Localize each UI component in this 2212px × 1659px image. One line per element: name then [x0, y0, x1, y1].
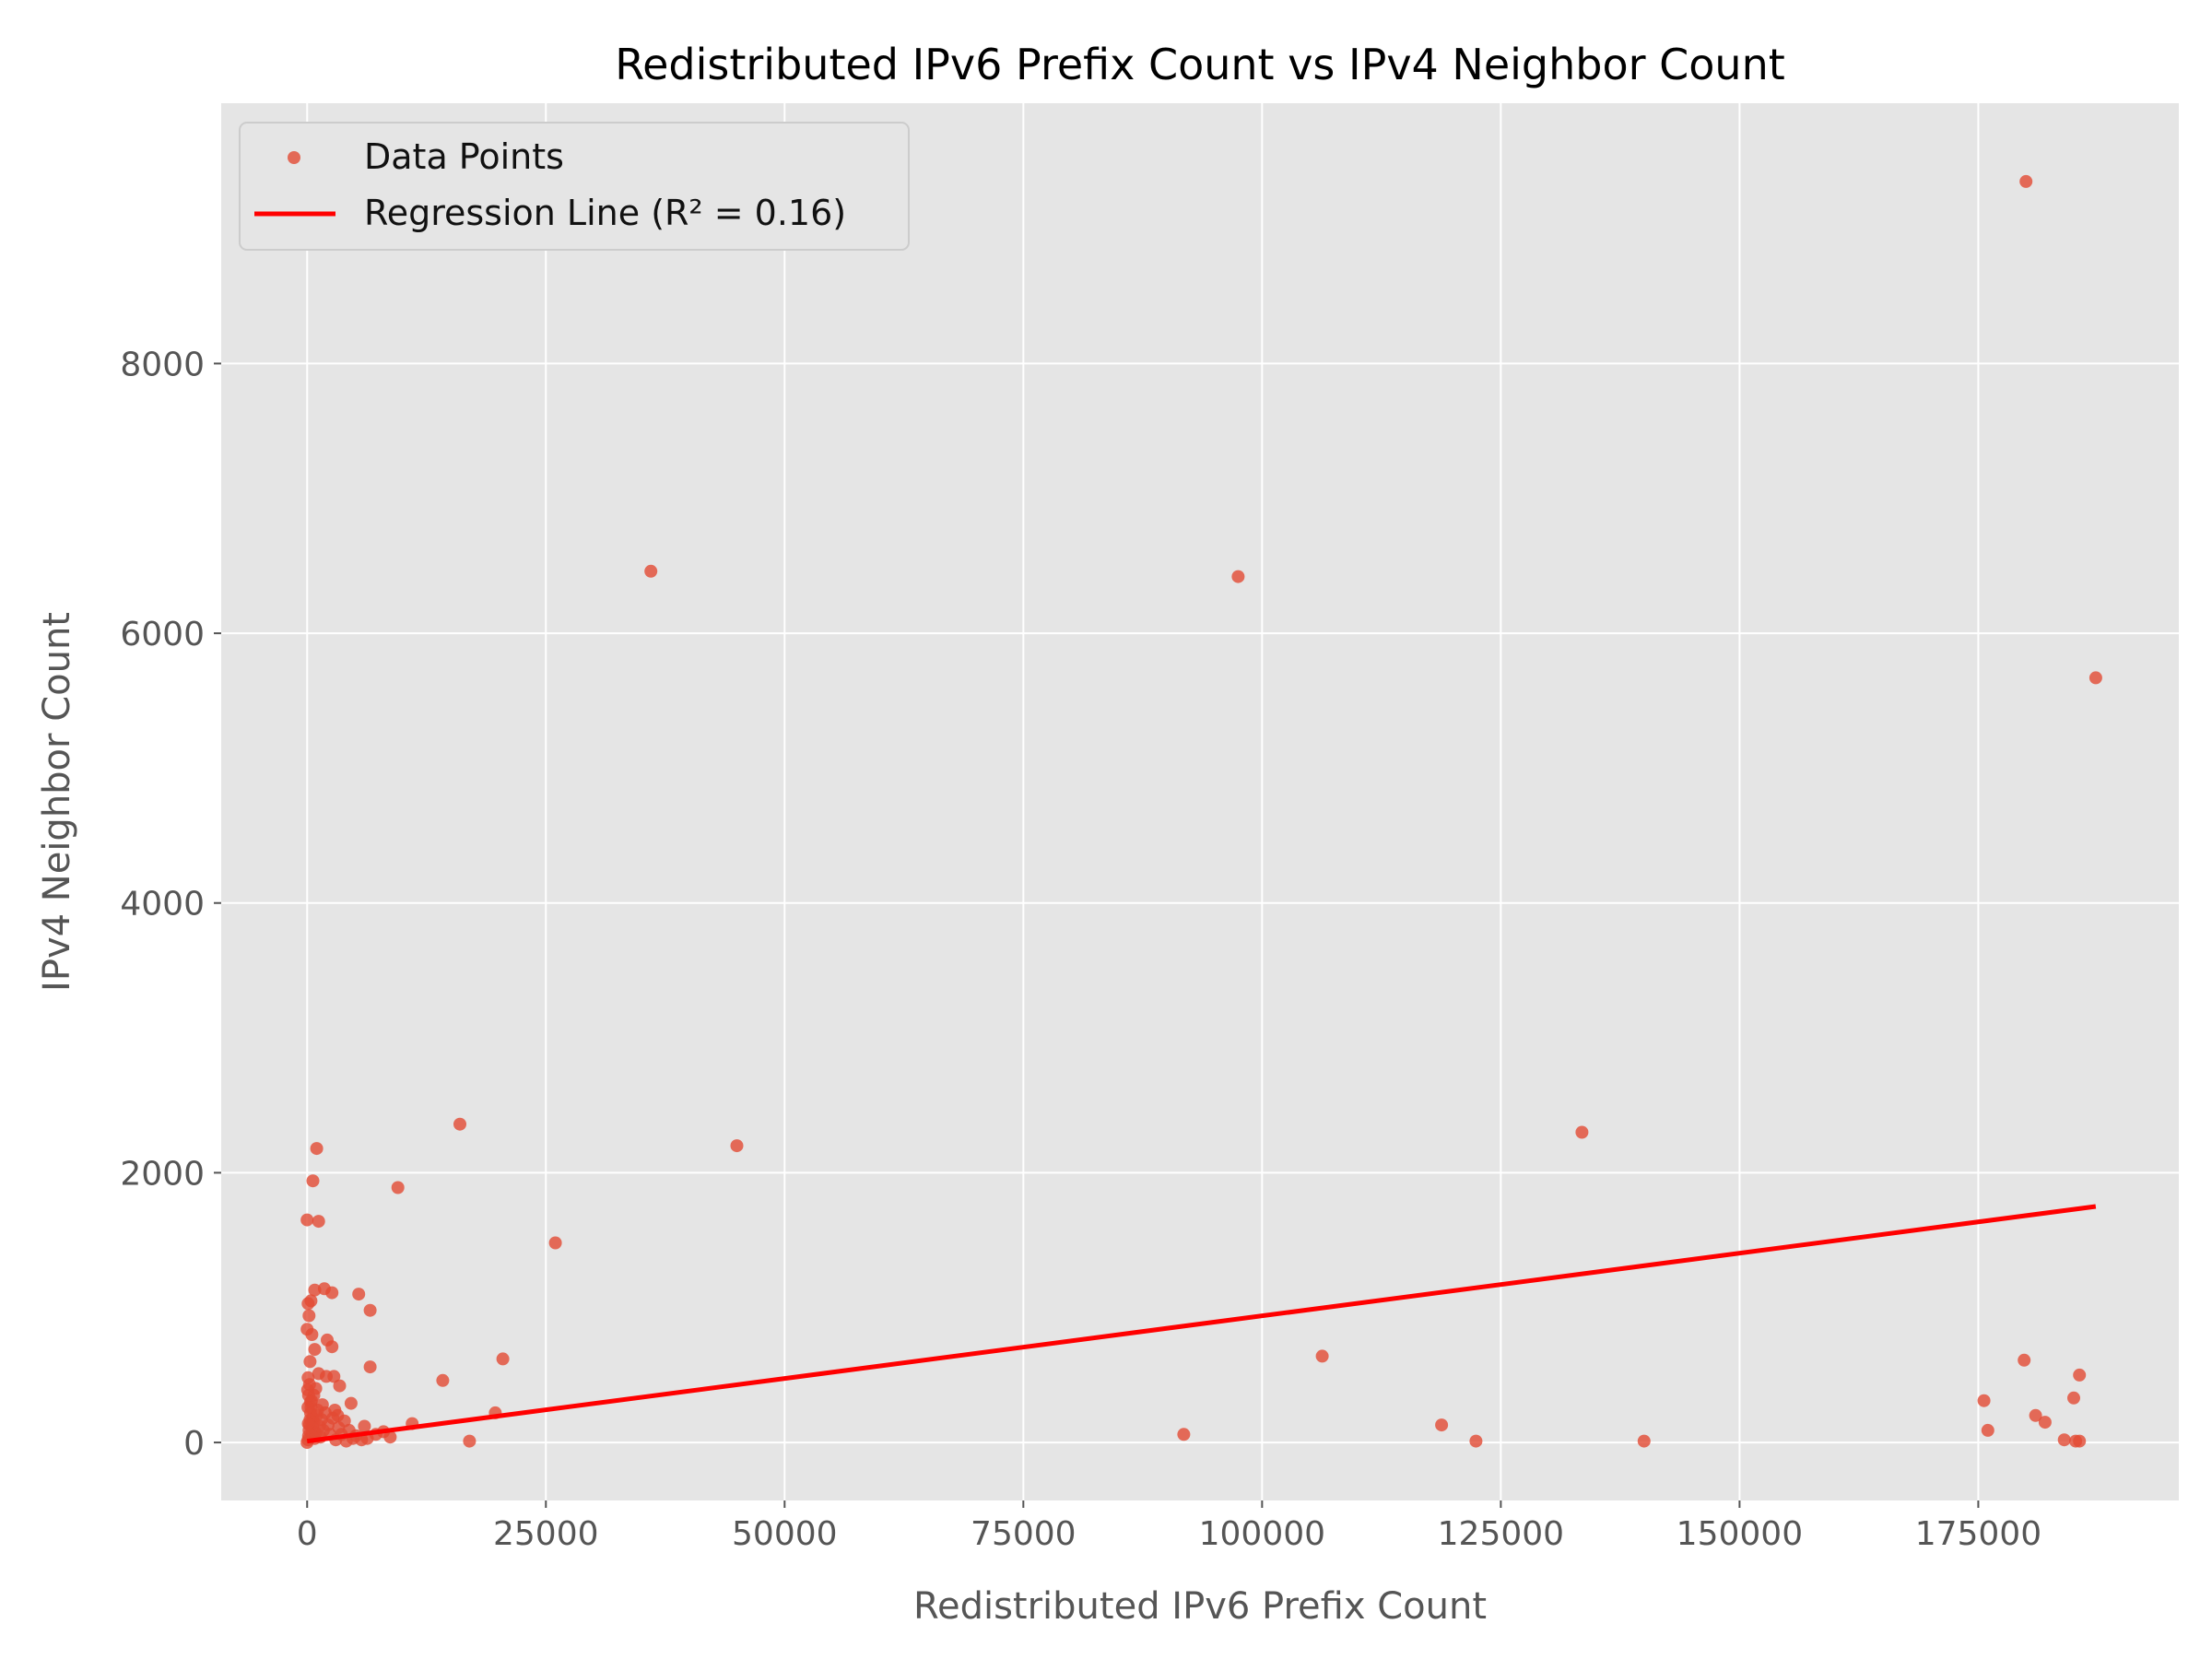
data-point [391, 1181, 405, 1194]
legend-marker-data-points [288, 151, 300, 164]
x-tick-label: 175000 [1915, 1515, 2041, 1553]
y-tick-label: 0 [183, 1425, 205, 1463]
data-point [1977, 1394, 1991, 1407]
data-point [2073, 1434, 2087, 1448]
data-point [305, 1328, 319, 1341]
data-point [2038, 1416, 2052, 1430]
data-point [1177, 1428, 1191, 1441]
data-point [2067, 1391, 2080, 1405]
data-point [363, 1303, 377, 1317]
x-tick-label: 75000 [971, 1515, 1077, 1553]
data-point [301, 1417, 315, 1430]
data-point [326, 1411, 340, 1425]
regression-line-layer [306, 1204, 2097, 1444]
y-tick-labels: 0 2000 4000 6000 8000 [120, 346, 221, 1463]
data-point [2018, 1353, 2031, 1367]
chart-title: Redistributed IPv6 Prefix Count vs IPv4 … [615, 40, 1785, 89]
y-tick-label: 4000 [120, 886, 205, 924]
data-point [1981, 1423, 1994, 1437]
y-axis-label: IPv4 Neighbor Count [36, 612, 78, 992]
data-point [2019, 174, 2033, 188]
legend: Data Points Regression Line (R² = 0.16) [239, 122, 910, 251]
data-point [363, 1360, 377, 1374]
x-tick-label: 25000 [493, 1515, 599, 1553]
data-point [312, 1215, 325, 1229]
data-point [301, 1297, 315, 1311]
data-point [1637, 1434, 1651, 1448]
y-tick-label: 8000 [120, 346, 205, 383]
data-point [302, 1309, 316, 1323]
data-point [325, 1340, 339, 1354]
data-point [308, 1343, 322, 1357]
y-tick-label: 6000 [120, 616, 205, 653]
data-point [644, 564, 658, 578]
data-point [496, 1352, 510, 1366]
data-point [358, 1419, 371, 1433]
data-point [2029, 1408, 2042, 1422]
data-point [1435, 1418, 1449, 1432]
data-point [548, 1236, 562, 1250]
data-point [306, 1174, 320, 1188]
x-tick-label: 125000 [1438, 1515, 1564, 1553]
legend-label-data-points: Data Points [364, 136, 564, 177]
plot-area [221, 103, 2179, 1500]
x-tick-label: 100000 [1199, 1515, 1325, 1553]
data-point [300, 1213, 314, 1227]
data-point [333, 1379, 347, 1393]
x-axis-label: Redistributed IPv6 Prefix Count [913, 1585, 1487, 1628]
data-point [2073, 1368, 2087, 1382]
data-point [2088, 671, 2102, 685]
data-point [1315, 1349, 1329, 1363]
data-point [302, 1378, 316, 1392]
regression-line [306, 1204, 2097, 1444]
data-point [436, 1373, 450, 1387]
data-point [730, 1139, 744, 1153]
data-point [308, 1283, 322, 1297]
data-point [327, 1370, 341, 1383]
grid-lines [221, 103, 2179, 1500]
data-point [2057, 1433, 2071, 1447]
legend-box [239, 122, 910, 251]
data-point [463, 1434, 477, 1448]
x-tick-label: 150000 [1677, 1515, 1803, 1553]
data-point [352, 1288, 366, 1301]
x-tick-label: 0 [297, 1515, 318, 1553]
x-tick-label: 50000 [732, 1515, 838, 1553]
data-point [325, 1286, 339, 1300]
legend-label-regression-line: Regression Line (R² = 0.16) [364, 193, 846, 233]
data-point [344, 1396, 358, 1410]
data-point [301, 1401, 315, 1414]
data-point [1231, 570, 1245, 583]
data-point [1469, 1434, 1483, 1448]
data-point [1575, 1125, 1589, 1139]
y-tick-label: 2000 [120, 1155, 205, 1193]
data-point [453, 1117, 466, 1131]
data-point [310, 1142, 324, 1156]
data-point [383, 1430, 397, 1444]
data-point [303, 1355, 317, 1369]
x-tick-labels: 0 25000 50000 75000 100000 125000 150000 175000 [297, 1500, 2041, 1553]
